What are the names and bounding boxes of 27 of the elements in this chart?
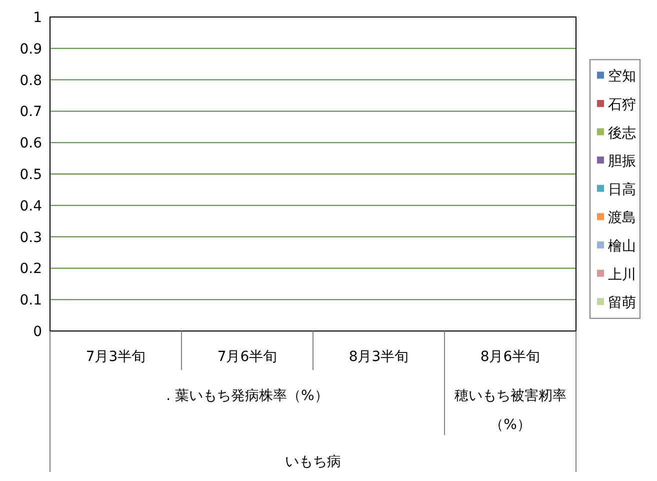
text: 穂いもち被害籾率（%） xyxy=(454,388,566,433)
legend-label: 渡島 xyxy=(608,210,636,226)
y-tick-label: 0.1 xyxy=(20,292,42,309)
x-tick-label: 7月3半旬 xyxy=(86,349,146,365)
legend-label: 上川 xyxy=(608,266,636,283)
y-tick-label: 0.2 xyxy=(20,261,42,278)
x-tick-label: 7月6半旬 xyxy=(217,349,278,365)
x-tick-label: 8月3半旬 xyxy=(348,349,409,365)
y-tick-label: 0.7 xyxy=(20,104,42,120)
legend-label: 石狩 xyxy=(608,96,636,113)
legend-label: 檜山 xyxy=(608,238,636,254)
text: いもち病 xyxy=(285,454,341,470)
x-tick-label: 8月6半旬 xyxy=(480,349,540,365)
legend-label: 留萌 xyxy=(608,295,636,312)
legend-label: 胆振 xyxy=(608,154,636,170)
y-tick-label: 0.5 xyxy=(20,167,42,183)
y-tick-label: 0.8 xyxy=(20,72,42,89)
legend-label: 日高 xyxy=(608,182,636,198)
y-tick-label: 1 xyxy=(33,10,42,26)
y-tick-label: 0 xyxy=(33,324,42,340)
legend-label: 後志 xyxy=(608,125,636,142)
y-tick-label: 0.3 xyxy=(20,230,42,246)
text: . 葉いもち発病株率（%） xyxy=(166,388,328,404)
legend-label: 空知 xyxy=(608,68,636,85)
y-tick-label: 0.6 xyxy=(20,136,42,152)
y-tick-label: 0.4 xyxy=(20,198,42,214)
y-tick-label: 0.9 xyxy=(20,41,42,58)
